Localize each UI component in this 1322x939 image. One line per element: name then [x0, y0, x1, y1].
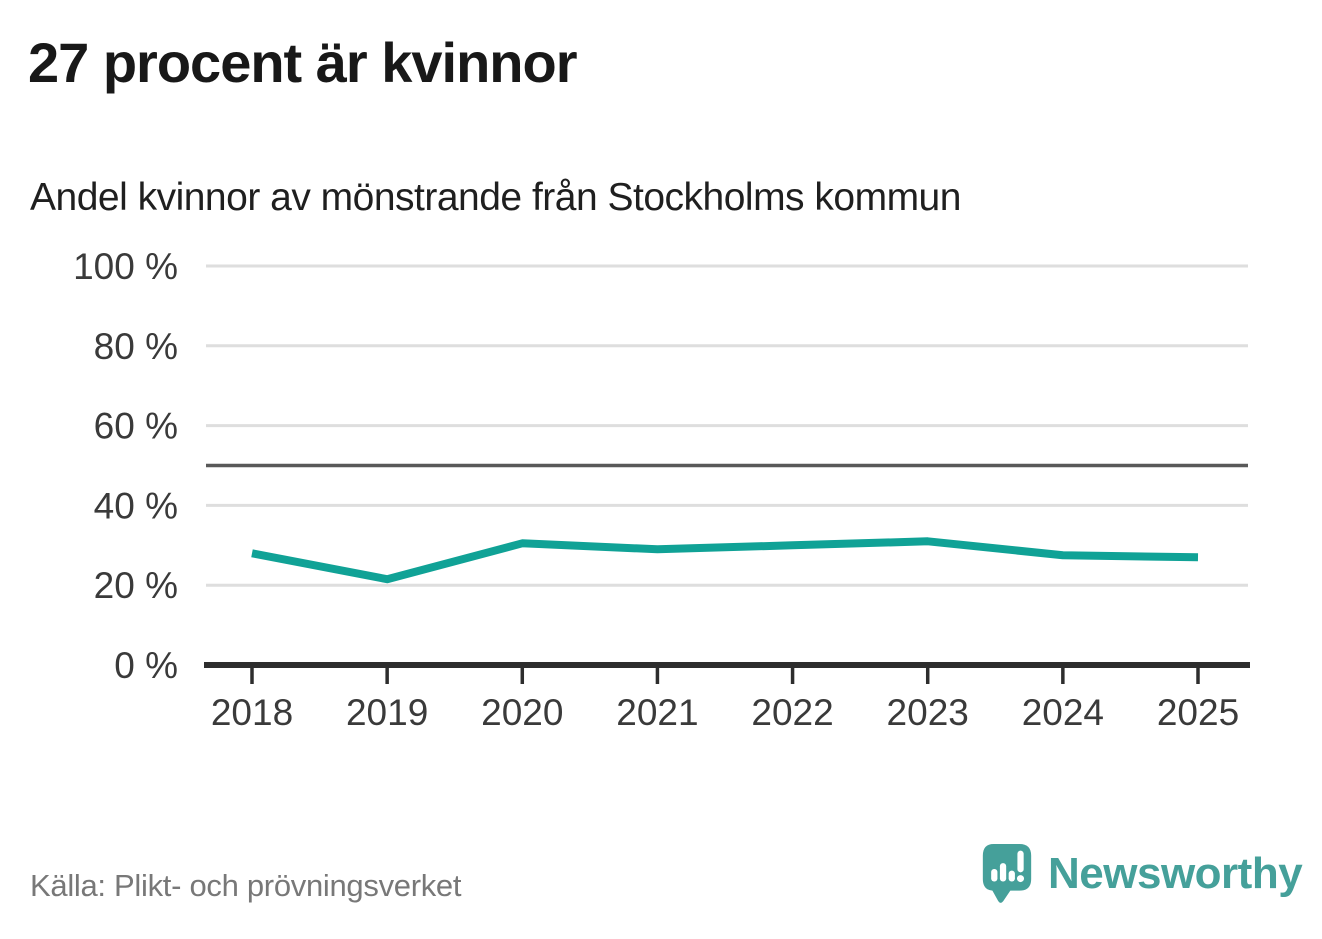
newsworthy-logo: Newsworthy [982, 843, 1303, 905]
source-note: Källa: Plikt- och prövningsverket [30, 868, 462, 903]
x-axis-tick-label: 2024 [1022, 692, 1104, 733]
y-axis-tick-label: 80 % [94, 326, 178, 367]
y-axis-tick-label: 100 % [73, 246, 178, 287]
newsworthy-logo-icon [982, 844, 1032, 903]
y-axis-tick-label: 40 % [94, 485, 178, 526]
x-axis-tick-label: 2019 [346, 692, 428, 733]
x-axis-tick-label: 2023 [887, 692, 969, 733]
x-axis-tick-label: 2018 [211, 692, 293, 733]
data-line-andel-kvinnor [251, 537, 1199, 584]
page-title: 27 procent är kvinnor [28, 31, 578, 94]
y-axis-tick-label: 20 % [94, 565, 178, 606]
x-axis-tick-label: 2022 [751, 692, 833, 733]
x-axis-tick-label: 2020 [481, 692, 563, 733]
x-axis-tick-label: 2025 [1157, 692, 1239, 733]
x-axis-tick-label: 2021 [616, 692, 698, 733]
newsworthy-wordmark: Newsworthy [1048, 849, 1303, 898]
chart-subtitle: Andel kvinnor av mönstrande från Stockho… [30, 176, 961, 219]
y-axis-tick-label: 0 % [114, 645, 178, 686]
y-axis-tick-label: 60 % [94, 406, 178, 447]
